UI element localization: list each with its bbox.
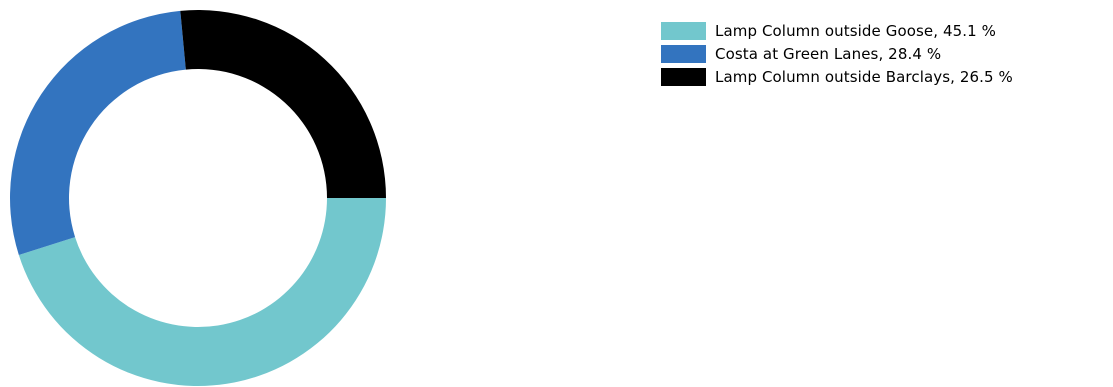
legend-item-barclays: Lamp Column outside Barclays, 26.5 % — [661, 68, 1013, 86]
legend: Lamp Column outside Goose, 45.1 % Costa … — [661, 22, 1013, 91]
legend-swatch-costa — [661, 45, 706, 63]
donut-slices — [9, 9, 387, 386]
legend-label-goose: Lamp Column outside Goose, 45.1 % — [715, 22, 997, 40]
legend-label-costa: Costa at Green Lanes, 28.4 % — [715, 45, 942, 63]
legend-label-barclays: Lamp Column outside Barclays, 26.5 % — [715, 68, 1013, 86]
slice-costa — [9, 10, 186, 255]
legend-swatch-barclays — [661, 68, 706, 86]
legend-item-costa: Costa at Green Lanes, 28.4 % — [661, 45, 1013, 63]
slice-goose — [18, 198, 387, 386]
legend-swatch-goose — [661, 22, 706, 40]
slice-barclays — [180, 9, 386, 198]
donut-chart — [9, 9, 387, 386]
legend-item-goose: Lamp Column outside Goose, 45.1 % — [661, 22, 1013, 40]
